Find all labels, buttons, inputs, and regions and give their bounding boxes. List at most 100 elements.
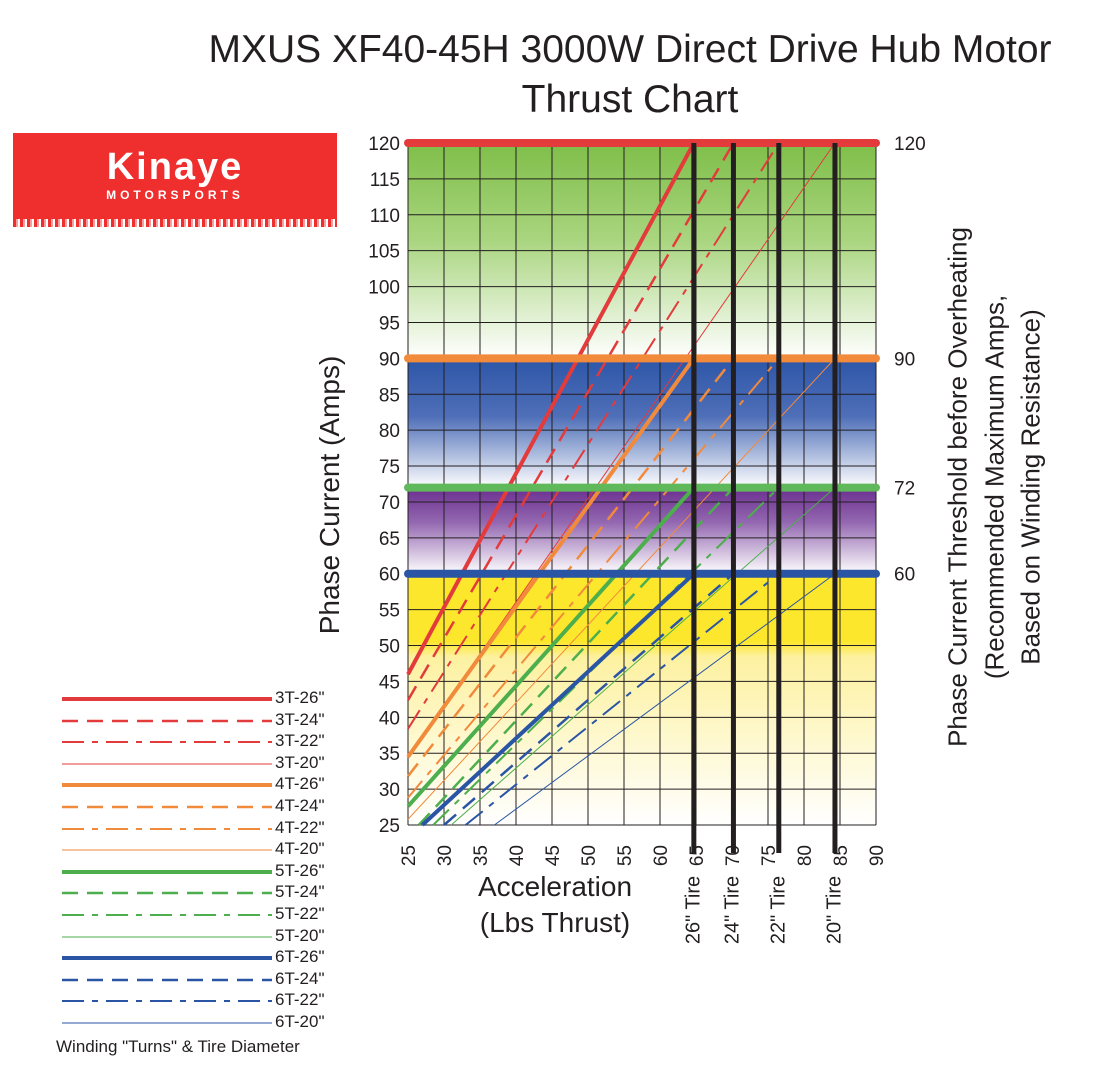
x-tick-label: 65 [687,845,708,866]
legend-swatch [62,956,272,961]
legend-swatch [62,783,272,788]
series-line-4t-24 [407,357,735,777]
y-tick-label: 90 [379,349,400,370]
band-72 [408,487,876,574]
threshold-label-72: 72 [894,479,915,500]
legend-swatch [62,719,272,722]
series-line-4t-20 [407,358,836,820]
legend-label: 4T-26" [275,774,325,794]
y-axis-title: Phase Current (Amps) [314,355,345,635]
legend-swatch [62,849,272,851]
tire-label: 24" Tire [721,875,744,945]
y-tick-label: 115 [370,170,400,191]
logo-rough-edge [13,219,337,227]
y-tick-label: 100 [368,278,400,299]
legend-swatch [62,869,272,874]
legend-label: 3T-26" [275,688,325,707]
series-line-3t-22 [407,142,780,730]
y-tick-label: 45 [379,672,400,693]
y-tick-label: 105 [368,242,400,263]
x-tick-label: 85 [831,845,852,866]
series-line-5t-24 [417,486,735,826]
legend-label: 5T-20" [275,925,325,945]
tire-label: 26" Tire [682,875,705,945]
x-tick-label: 70 [723,845,744,866]
x-tick-label: 60 [651,845,672,866]
legend-label: 5T-26" [275,860,325,880]
legend-swatch [62,741,272,744]
y-tick-label: 75 [379,457,400,478]
brand-logo: Kinaye MOTORSPORTS [13,133,337,227]
legend-item: 4T-22" [62,818,362,840]
legend-swatch [62,913,272,916]
y-tick-label: 50 [379,637,400,658]
x-tick-label: 40 [507,845,528,866]
right-axis-title-line2: (Recommended Maximum Amps, [979,294,1010,680]
chart-title-line2: Thrust Chart [521,78,739,121]
legend-label: 3T-20" [275,752,325,772]
y-tick-label: 25 [379,816,400,837]
tire-label: 22" Tire [767,875,790,945]
legend-label: 6T-24" [275,968,325,988]
legend-swatch [62,1022,272,1024]
legend-label: 4T-20" [275,839,325,859]
x-tick-label: 55 [615,845,636,866]
y-tick-labels: 25 30 35 40 45 50 55 60 65 70 75 80 85 90 95 100 105 110 1… [368,134,400,837]
legend-label: 4T-24" [275,795,325,815]
threshold-label-90: 90 [894,349,915,370]
y-tick-label: 80 [379,421,400,442]
legend-item: 4T-20" [62,839,362,861]
x-tick-label: 75 [759,845,780,866]
band-90 [408,358,876,488]
legend-item: 4T-26" [62,774,362,796]
legend-label: 6T-22" [275,990,325,1010]
legend-label: 5T-24" [275,882,325,902]
y-tick-label: 85 [379,385,400,406]
series-line-6t-24 [443,572,735,826]
legend-item: 5T-20" [62,926,362,948]
legend-label: 5T-22" [275,903,325,923]
legend-label: 6T-26" [275,947,325,967]
legend: 3T-26" 3T-24" 3T-22" 3T-20" 4T-26" 4T-24" 4T-2… [62,688,362,1034]
legend-swatch [62,936,272,938]
right-axis-title-line1: Phase Current Threshold before Overheati… [942,227,973,747]
tire-label: 20" Tire [823,875,846,945]
legend-item: 6T-20" [62,1012,362,1034]
legend-item: 3T-20" [62,753,362,775]
legend-item: 5T-26" [62,861,362,883]
x-tick-label: 30 [435,845,456,866]
chart-title-line1: MXUS XF40-45H 3000W Direct Drive Hub Mot… [208,28,1052,71]
y-tick-label: 120 [368,134,400,155]
legend-item: 6T-22" [62,990,362,1012]
x-tick-labels: 25 30 35 40 45 50 55 60 65 70 75 80 85 90 [399,845,888,866]
series-line-5t-26 [406,486,696,808]
legend-item: 3T-24" [62,710,362,732]
logo-wordmark: Kinaye [106,146,244,188]
legend-swatch [62,763,272,765]
series-line-4t-22 [407,357,780,799]
series-line-4t-26 [406,357,696,758]
x-tick-label: 25 [399,845,420,866]
x-tick-label: 90 [867,845,888,866]
x-tick-label: 80 [795,845,816,866]
threshold-label-120: 120 [894,134,926,155]
legend-swatch [62,697,272,701]
y-tick-label: 65 [379,529,400,550]
legend-item: 5T-24" [62,882,362,904]
right-axis-title-line3: Based on Winding Resistance) [1015,309,1046,665]
series-lines [406,142,836,827]
legend-label: 3T-22" [275,731,325,751]
threshold-label-60: 60 [894,565,915,586]
y-tick-label: 55 [379,601,400,622]
x-tick-label: 35 [471,845,492,866]
y-tick-label: 35 [379,744,400,765]
legend-label: 3T-24" [275,709,325,729]
legend-item: 4T-24" [62,796,362,818]
y-tick-label: 30 [379,780,400,801]
threshold-value-labels: 120 90 72 60 [894,134,926,586]
series-line-3t-24 [406,142,735,701]
legend-swatch [62,978,272,981]
y-tick-label: 110 [370,206,400,227]
legend-swatch [62,805,272,809]
